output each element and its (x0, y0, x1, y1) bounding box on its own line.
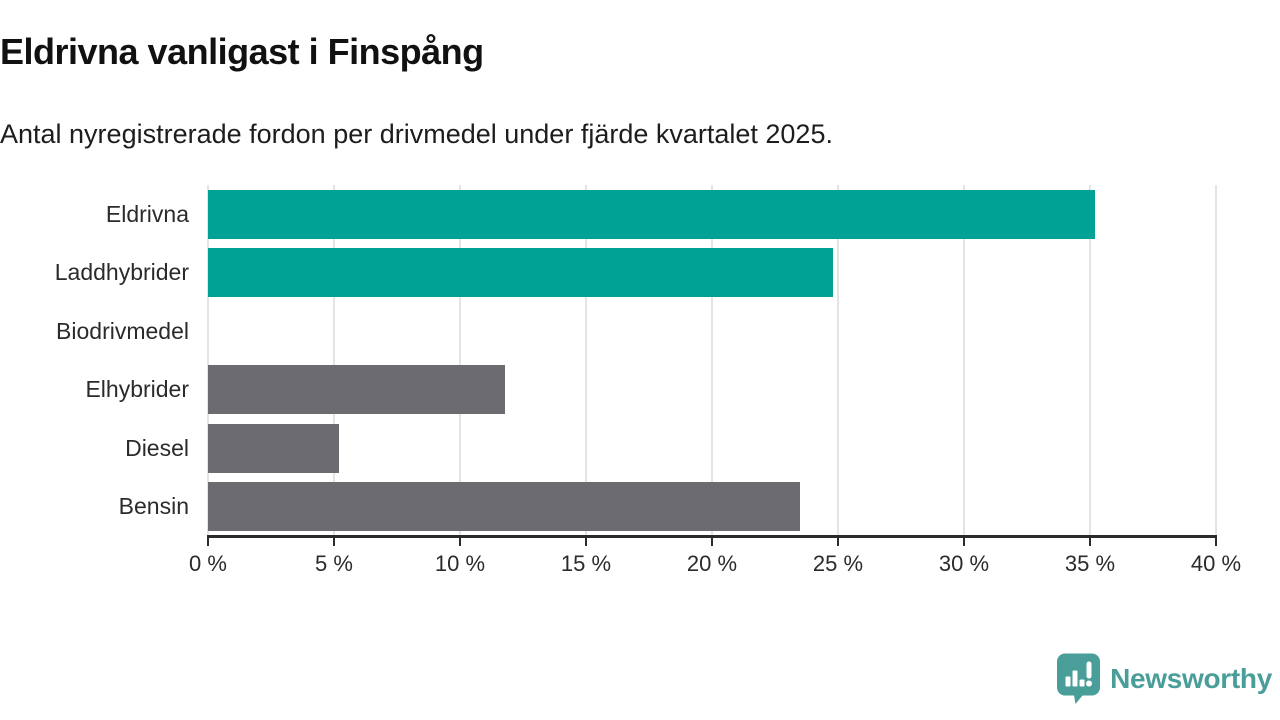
category-label: Laddhybrider (54, 259, 189, 286)
axis-tick (333, 538, 335, 546)
x-tick-label: 5 % (315, 551, 353, 576)
axis-tick (585, 538, 587, 546)
category-label: Bensin (118, 493, 189, 520)
category-label: Elhybrider (85, 376, 189, 403)
gridline (459, 185, 461, 536)
chart-title: Eldrivna vanligast i Finspång (0, 31, 484, 72)
newsworthy-logo-icon (1057, 653, 1101, 704)
x-tick-label: 10 % (434, 551, 486, 576)
plot-area: 0 % 5 % 10 % 15 % 20 % 25 % 30 % 35 % 40 % (189, 185, 1241, 576)
x-tick-label: 40 % (1190, 551, 1242, 576)
axis-tick (963, 538, 965, 546)
axis-tick (711, 538, 713, 546)
branding: Newsworthy (1056, 653, 1272, 704)
bar-chart: Eldrivna Laddhybrider Biodrivmedel Elhybrid… (0, 185, 1280, 605)
newsworthy-wordmark: Newsworthy (1110, 662, 1272, 694)
bar-elhybrider (208, 365, 506, 415)
bar-laddhybrider (208, 248, 833, 298)
gridline (1089, 185, 1091, 536)
x-tick-label: 35 % (1064, 551, 1116, 576)
axis-tick (459, 538, 461, 546)
bar-diesel (208, 423, 340, 473)
bar-eldrivna (208, 189, 1096, 239)
gridline (963, 185, 965, 536)
x-tick-label: 20 % (686, 551, 738, 576)
x-tick-label: 15 % (560, 551, 612, 576)
axis-tick (207, 538, 209, 546)
x-tick-label: 0 % (189, 551, 227, 576)
gridline (333, 185, 335, 536)
category-label: Diesel (125, 434, 189, 461)
gridline (837, 185, 839, 536)
category-label: Eldrivna (105, 200, 189, 227)
axis-tick (1089, 538, 1091, 546)
bar-bensin (208, 482, 801, 532)
x-tick-label: 25 % (812, 551, 864, 576)
x-axis-line (207, 535, 1217, 538)
gridline (711, 185, 713, 536)
gridline (585, 185, 587, 536)
axis-tick (837, 538, 839, 546)
category-axis: Eldrivna Laddhybrider Biodrivmedel Elhybrid… (0, 185, 208, 536)
axis-tick (1215, 538, 1217, 546)
chart-subtitle: Antal nyregistrerade fordon per drivmede… (0, 119, 833, 149)
x-tick-label: 30 % (938, 551, 990, 576)
category-label: Biodrivmedel (56, 317, 189, 344)
gridline (207, 185, 209, 536)
gridline (1215, 185, 1217, 536)
